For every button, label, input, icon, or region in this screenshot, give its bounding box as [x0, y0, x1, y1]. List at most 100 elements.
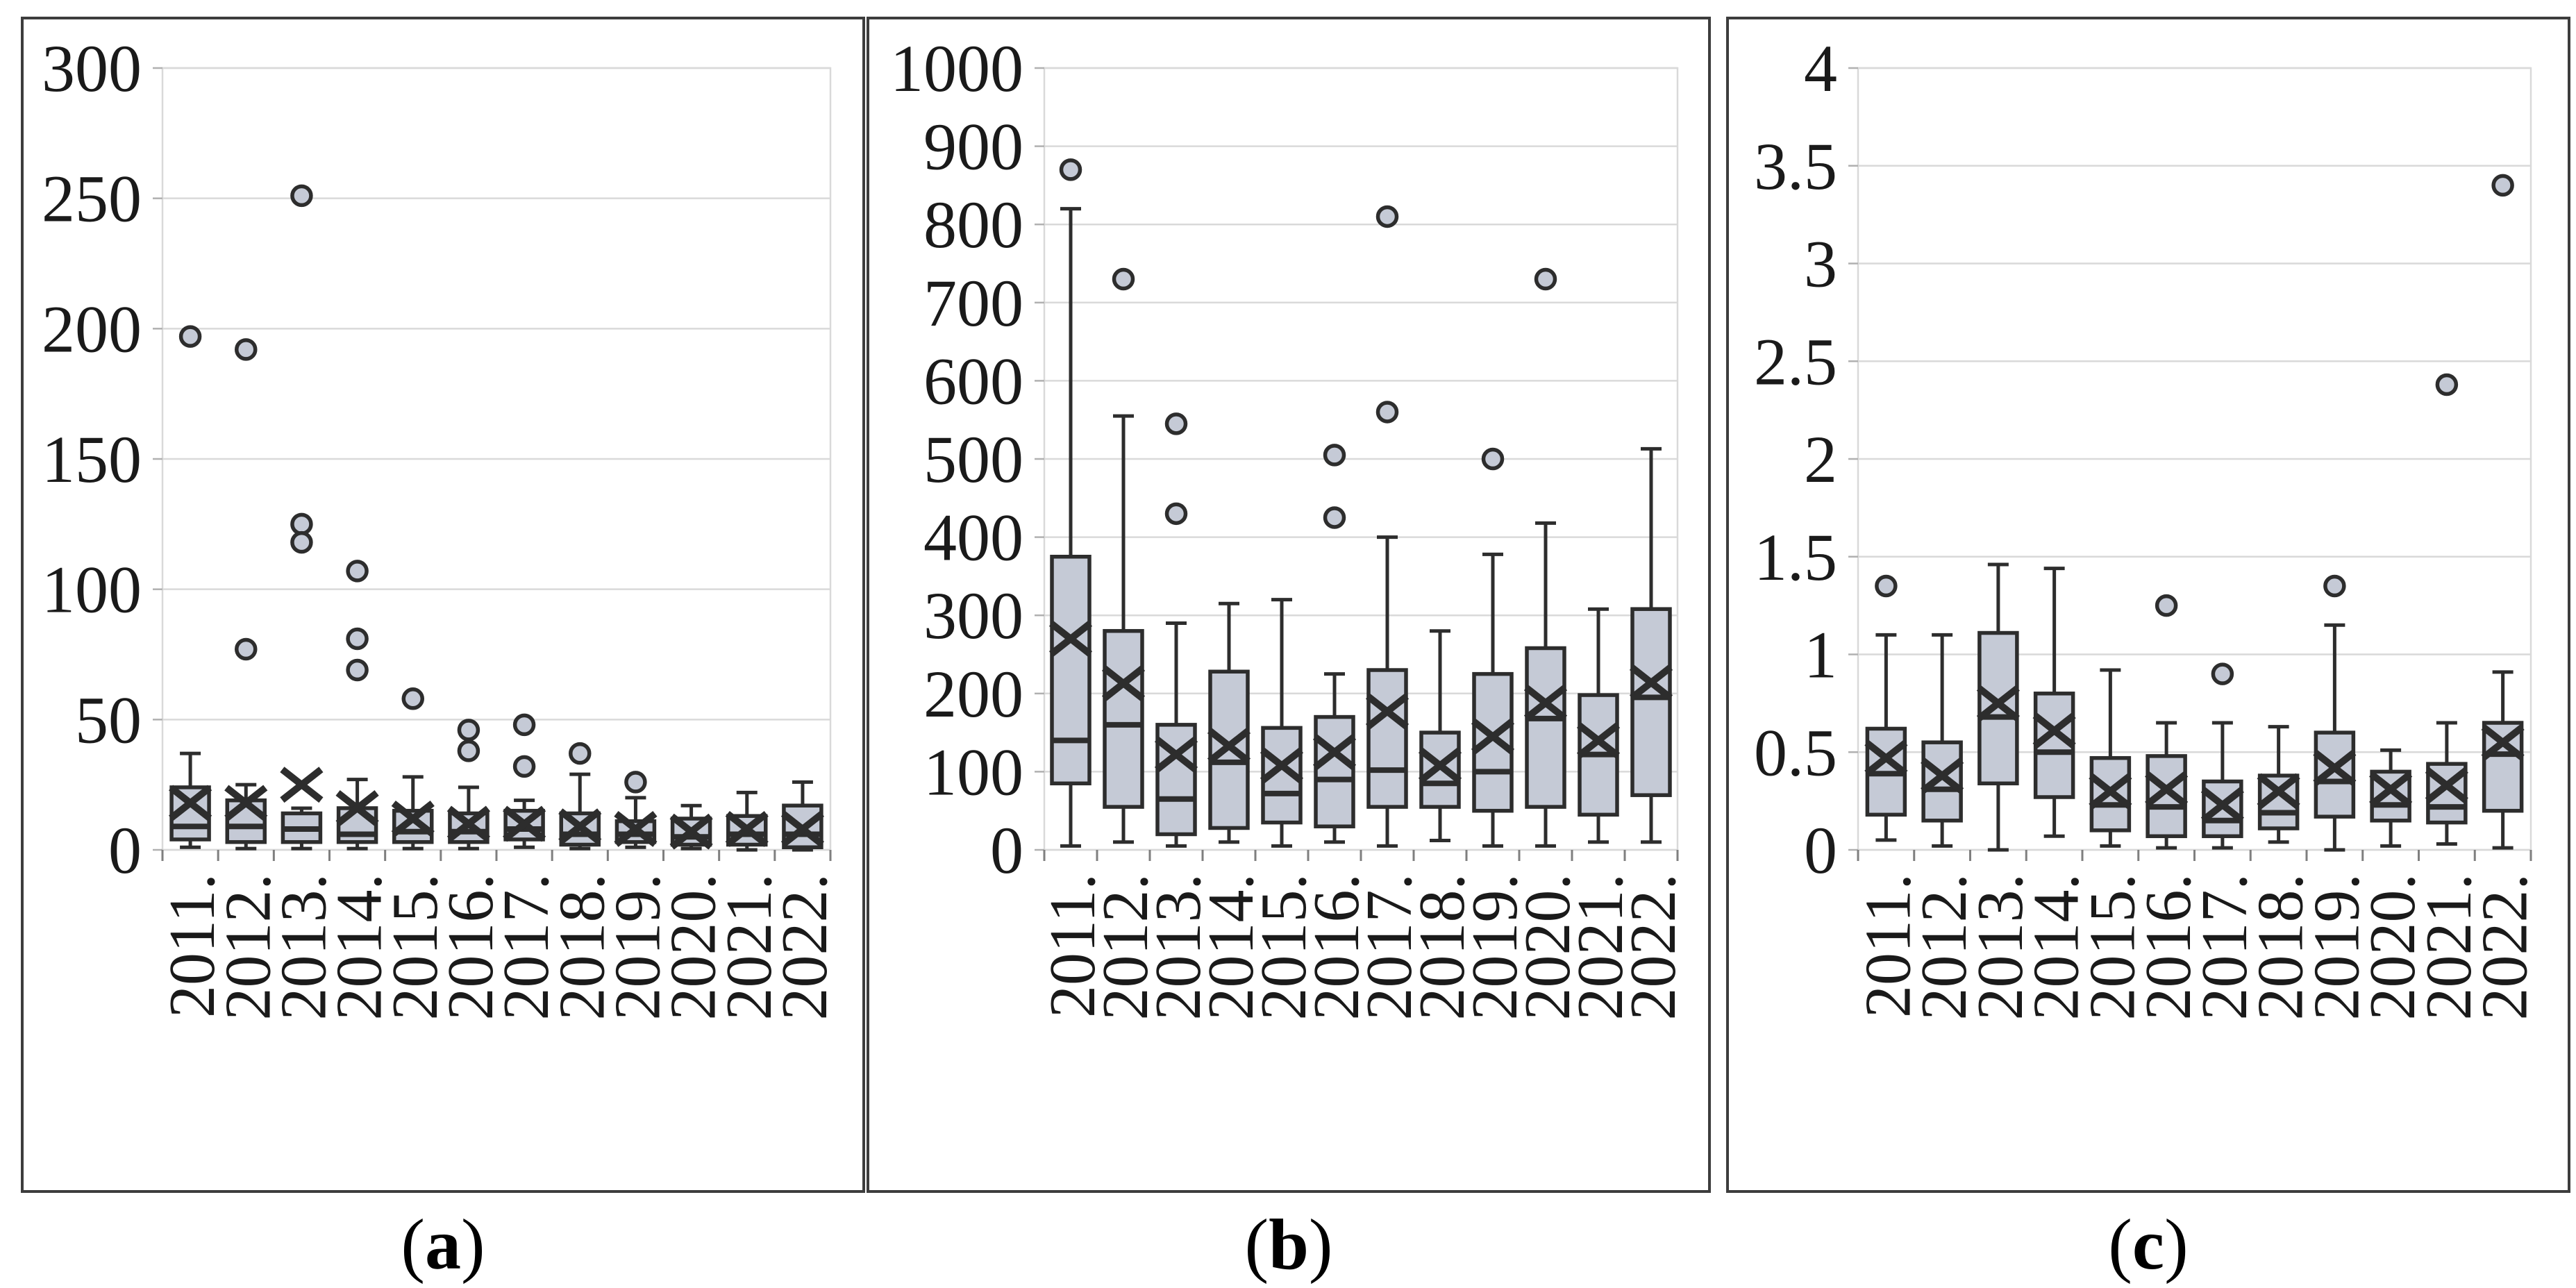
mean-x-marker — [168, 785, 212, 821]
mean-x-marker — [391, 801, 435, 837]
mean-x-marker — [669, 813, 713, 850]
mean-x-marker — [725, 811, 769, 847]
outlier-point — [624, 771, 647, 794]
box-group-2021. — [2425, 373, 2468, 846]
box — [1977, 630, 2019, 786]
outlier-point — [1164, 412, 1188, 435]
box-group-2020. — [1523, 267, 1568, 848]
box-group-2022. — [780, 780, 825, 852]
x-tick-label: 2021. — [2413, 873, 2485, 1021]
y-tick-label: 100 — [923, 735, 1023, 809]
panel-b: 0 100 200 300 400 500 600 700 800 900 1000 2011. 201… — [867, 17, 1711, 1193]
box — [1366, 668, 1408, 809]
y-tick-label: 3.5 — [1754, 129, 1837, 203]
outlier-point — [346, 658, 369, 682]
x-tick-label: 2016. — [2132, 873, 2205, 1021]
mean-x-marker — [1976, 685, 2020, 721]
box-group-2020. — [2369, 748, 2413, 848]
mean-x-marker — [1864, 739, 1908, 776]
caption-a-open: ( — [401, 1205, 425, 1285]
y-tick-label: 2.5 — [1754, 324, 1837, 399]
y-tick-label: 1000 — [890, 31, 1023, 106]
box — [1472, 671, 1514, 813]
outlier-point — [1375, 401, 1399, 424]
x-tick-label: 2017. — [1353, 873, 1425, 1021]
mean-x-marker — [2369, 771, 2413, 808]
box-group-2016. — [446, 719, 491, 851]
mean-x-marker — [335, 790, 379, 826]
mean-x-marker — [1471, 718, 1515, 755]
outlier-point — [1164, 502, 1188, 526]
outlier-point — [290, 184, 313, 208]
box — [1630, 607, 1672, 797]
outlier-point — [512, 755, 536, 778]
x-tick-label: 2022. — [2469, 873, 2541, 1021]
mean-x-marker — [2425, 767, 2468, 804]
mean-x-marker — [2145, 771, 2189, 808]
mean-x-marker — [2257, 773, 2300, 810]
caption-a-letter: a — [425, 1205, 461, 1285]
mean-x-marker — [2313, 749, 2357, 786]
y-tick-label: 3 — [1804, 227, 1837, 301]
mean-x-marker — [2200, 787, 2244, 823]
box — [1103, 628, 1144, 809]
x-tick-label: 2016. — [1300, 873, 1373, 1021]
mean-x-marker — [1048, 621, 1093, 657]
mean-x-marker — [558, 808, 602, 845]
y-tick-label: 200 — [42, 292, 142, 366]
box-group-2016. — [2145, 594, 2189, 850]
y-tick-label: 250 — [42, 162, 142, 236]
box-group-2015. — [1260, 598, 1304, 848]
x-tick-label: 2018. — [546, 873, 618, 1021]
mean-x-marker — [1365, 693, 1410, 730]
x-tick-label: 2012. — [1908, 873, 1980, 1021]
caption-b-close: ) — [1308, 1205, 1333, 1285]
outlier-point — [1059, 158, 1082, 181]
x-tick-label: 2015. — [2076, 873, 2148, 1021]
x-tick-label: 2018. — [1406, 873, 1478, 1021]
caption-c-open: ( — [2108, 1205, 2132, 1285]
y-tick-label: 400 — [923, 501, 1023, 575]
x-tick-label: 2015. — [379, 873, 451, 1021]
outlier-point — [290, 530, 313, 554]
mean-x-marker — [1523, 685, 1568, 721]
x-tick-label: 2015. — [1248, 873, 1320, 1021]
outlier-point — [401, 687, 424, 710]
y-tick-label: 1.5 — [1754, 520, 1837, 594]
box-group-2014. — [2032, 567, 2076, 838]
caption-a-close: ) — [461, 1205, 485, 1285]
box-group-2016. — [1312, 444, 1357, 844]
x-tick-label: 2020. — [2357, 873, 2429, 1021]
x-tick-label: 2011. — [1852, 873, 1924, 1018]
mean-x-marker — [2032, 712, 2076, 749]
x-tick-label: 2013. — [1964, 873, 2036, 1021]
mean-x-marker — [1260, 747, 1304, 784]
y-tick-label: 0 — [1804, 813, 1837, 887]
x-tick-label: 2011. — [1037, 873, 1109, 1018]
y-tick-label: 1 — [1804, 618, 1837, 692]
y-tick-label: 0 — [108, 813, 142, 887]
x-tick-label: 2013. — [267, 873, 340, 1021]
mean-x-marker — [1207, 728, 1251, 764]
box-group-2014. — [1207, 601, 1251, 844]
y-tick-label: 2 — [1804, 422, 1837, 496]
x-tick-label: 2022. — [1617, 873, 1689, 1021]
x-tick-label: 2017. — [2189, 873, 2261, 1021]
x-tick-label: 2017. — [490, 873, 562, 1021]
x-tick-label: 2014. — [2021, 873, 2093, 1021]
x-tick-label: 2013. — [1142, 873, 1214, 1021]
mean-x-marker — [2481, 724, 2525, 761]
y-tick-label: 300 — [42, 31, 142, 106]
outlier-point — [1323, 444, 1346, 467]
outlier-point — [2211, 662, 2234, 685]
box — [1525, 646, 1566, 809]
box-group-2013. — [280, 184, 324, 851]
y-tick-label: 50 — [75, 683, 142, 757]
box — [1050, 555, 1092, 786]
box-group-2012. — [224, 338, 268, 851]
mean-x-marker — [1629, 664, 1673, 701]
box-group-2019. — [614, 771, 658, 849]
x-tick-label: 2011. — [156, 873, 228, 1018]
box-group-2017. — [502, 713, 546, 849]
